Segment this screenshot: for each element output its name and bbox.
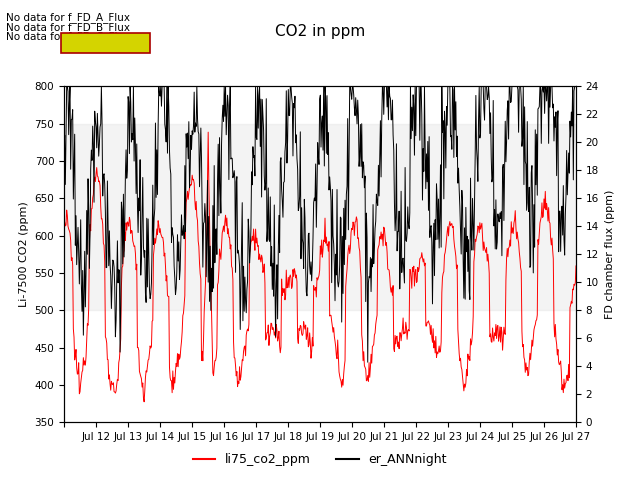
Y-axis label: Li-7500 CO2 (ppm): Li-7500 CO2 (ppm)	[19, 202, 29, 307]
Text: No data for f_FD_C_Flux: No data for f_FD_C_Flux	[6, 31, 131, 42]
Text: No data for f_FD_B_Flux: No data for f_FD_B_Flux	[6, 22, 131, 33]
Y-axis label: FD chamber flux (ppm): FD chamber flux (ppm)	[605, 190, 614, 319]
Text: BC_flux: BC_flux	[74, 37, 120, 48]
Text: CO2 in ppm: CO2 in ppm	[275, 24, 365, 39]
Text: No data for f_FD_A_Flux: No data for f_FD_A_Flux	[6, 12, 131, 23]
Bar	[64, 124, 576, 311]
Legend: li75_co2_ppm, er_ANNnight: li75_co2_ppm, er_ANNnight	[188, 448, 452, 471]
